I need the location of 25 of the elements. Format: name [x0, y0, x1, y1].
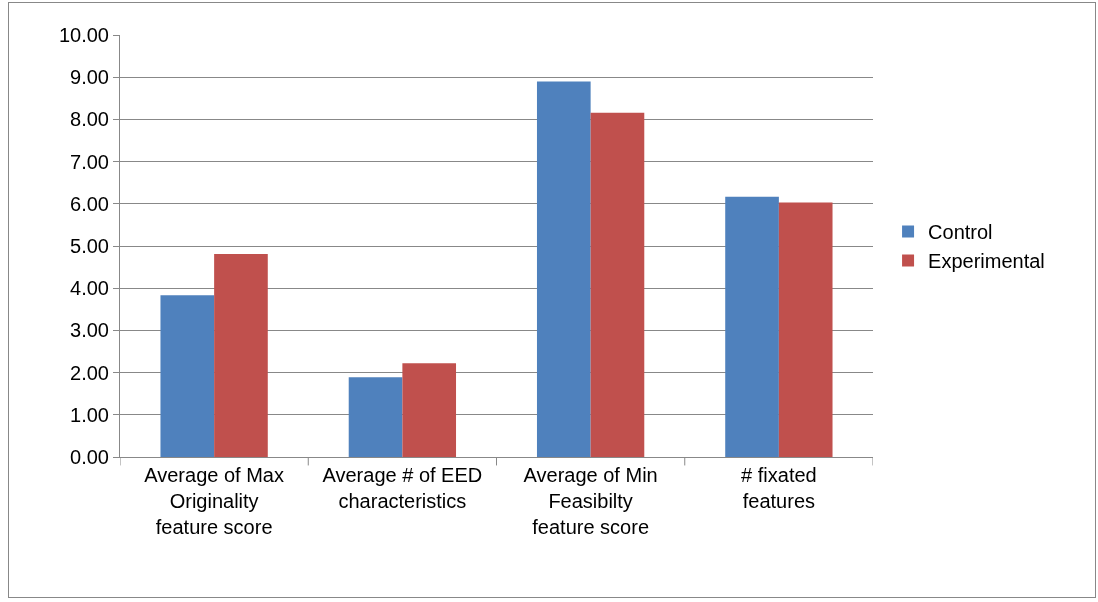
y-tick-label: 9.00 [70, 66, 109, 89]
y-tick-label: 0.00 [70, 446, 109, 468]
y-tick-label: 4.00 [70, 277, 109, 300]
bar [725, 196, 779, 457]
y-tick-label: 1.00 [70, 403, 109, 426]
y-tick-label: 3.00 [70, 319, 109, 342]
bar [160, 295, 215, 457]
legend-label: Experimental [928, 250, 1045, 273]
bar [214, 254, 268, 457]
y-tick-label: 7.00 [70, 150, 109, 173]
bar [402, 363, 457, 457]
legend-label: Control [928, 221, 993, 244]
y-tick-label: 5.00 [70, 235, 109, 257]
bar [348, 377, 403, 457]
y-tick-label: 2.00 [70, 361, 109, 384]
bar [590, 112, 645, 457]
x-tick-label: Average of Min Feasibilty feature score [523, 464, 658, 538]
y-tick-label: 8.00 [70, 108, 109, 131]
bar [778, 202, 833, 457]
bar [536, 81, 591, 457]
y-tick-label: 6.00 [70, 192, 109, 215]
x-tick-label: # fixated features [741, 464, 817, 512]
y-tick-label: 10.00 [58, 24, 109, 46]
x-tick-label: Average of Max Originality feature score [144, 464, 284, 538]
x-tick-label: Average # of EED characteristics [322, 464, 483, 512]
